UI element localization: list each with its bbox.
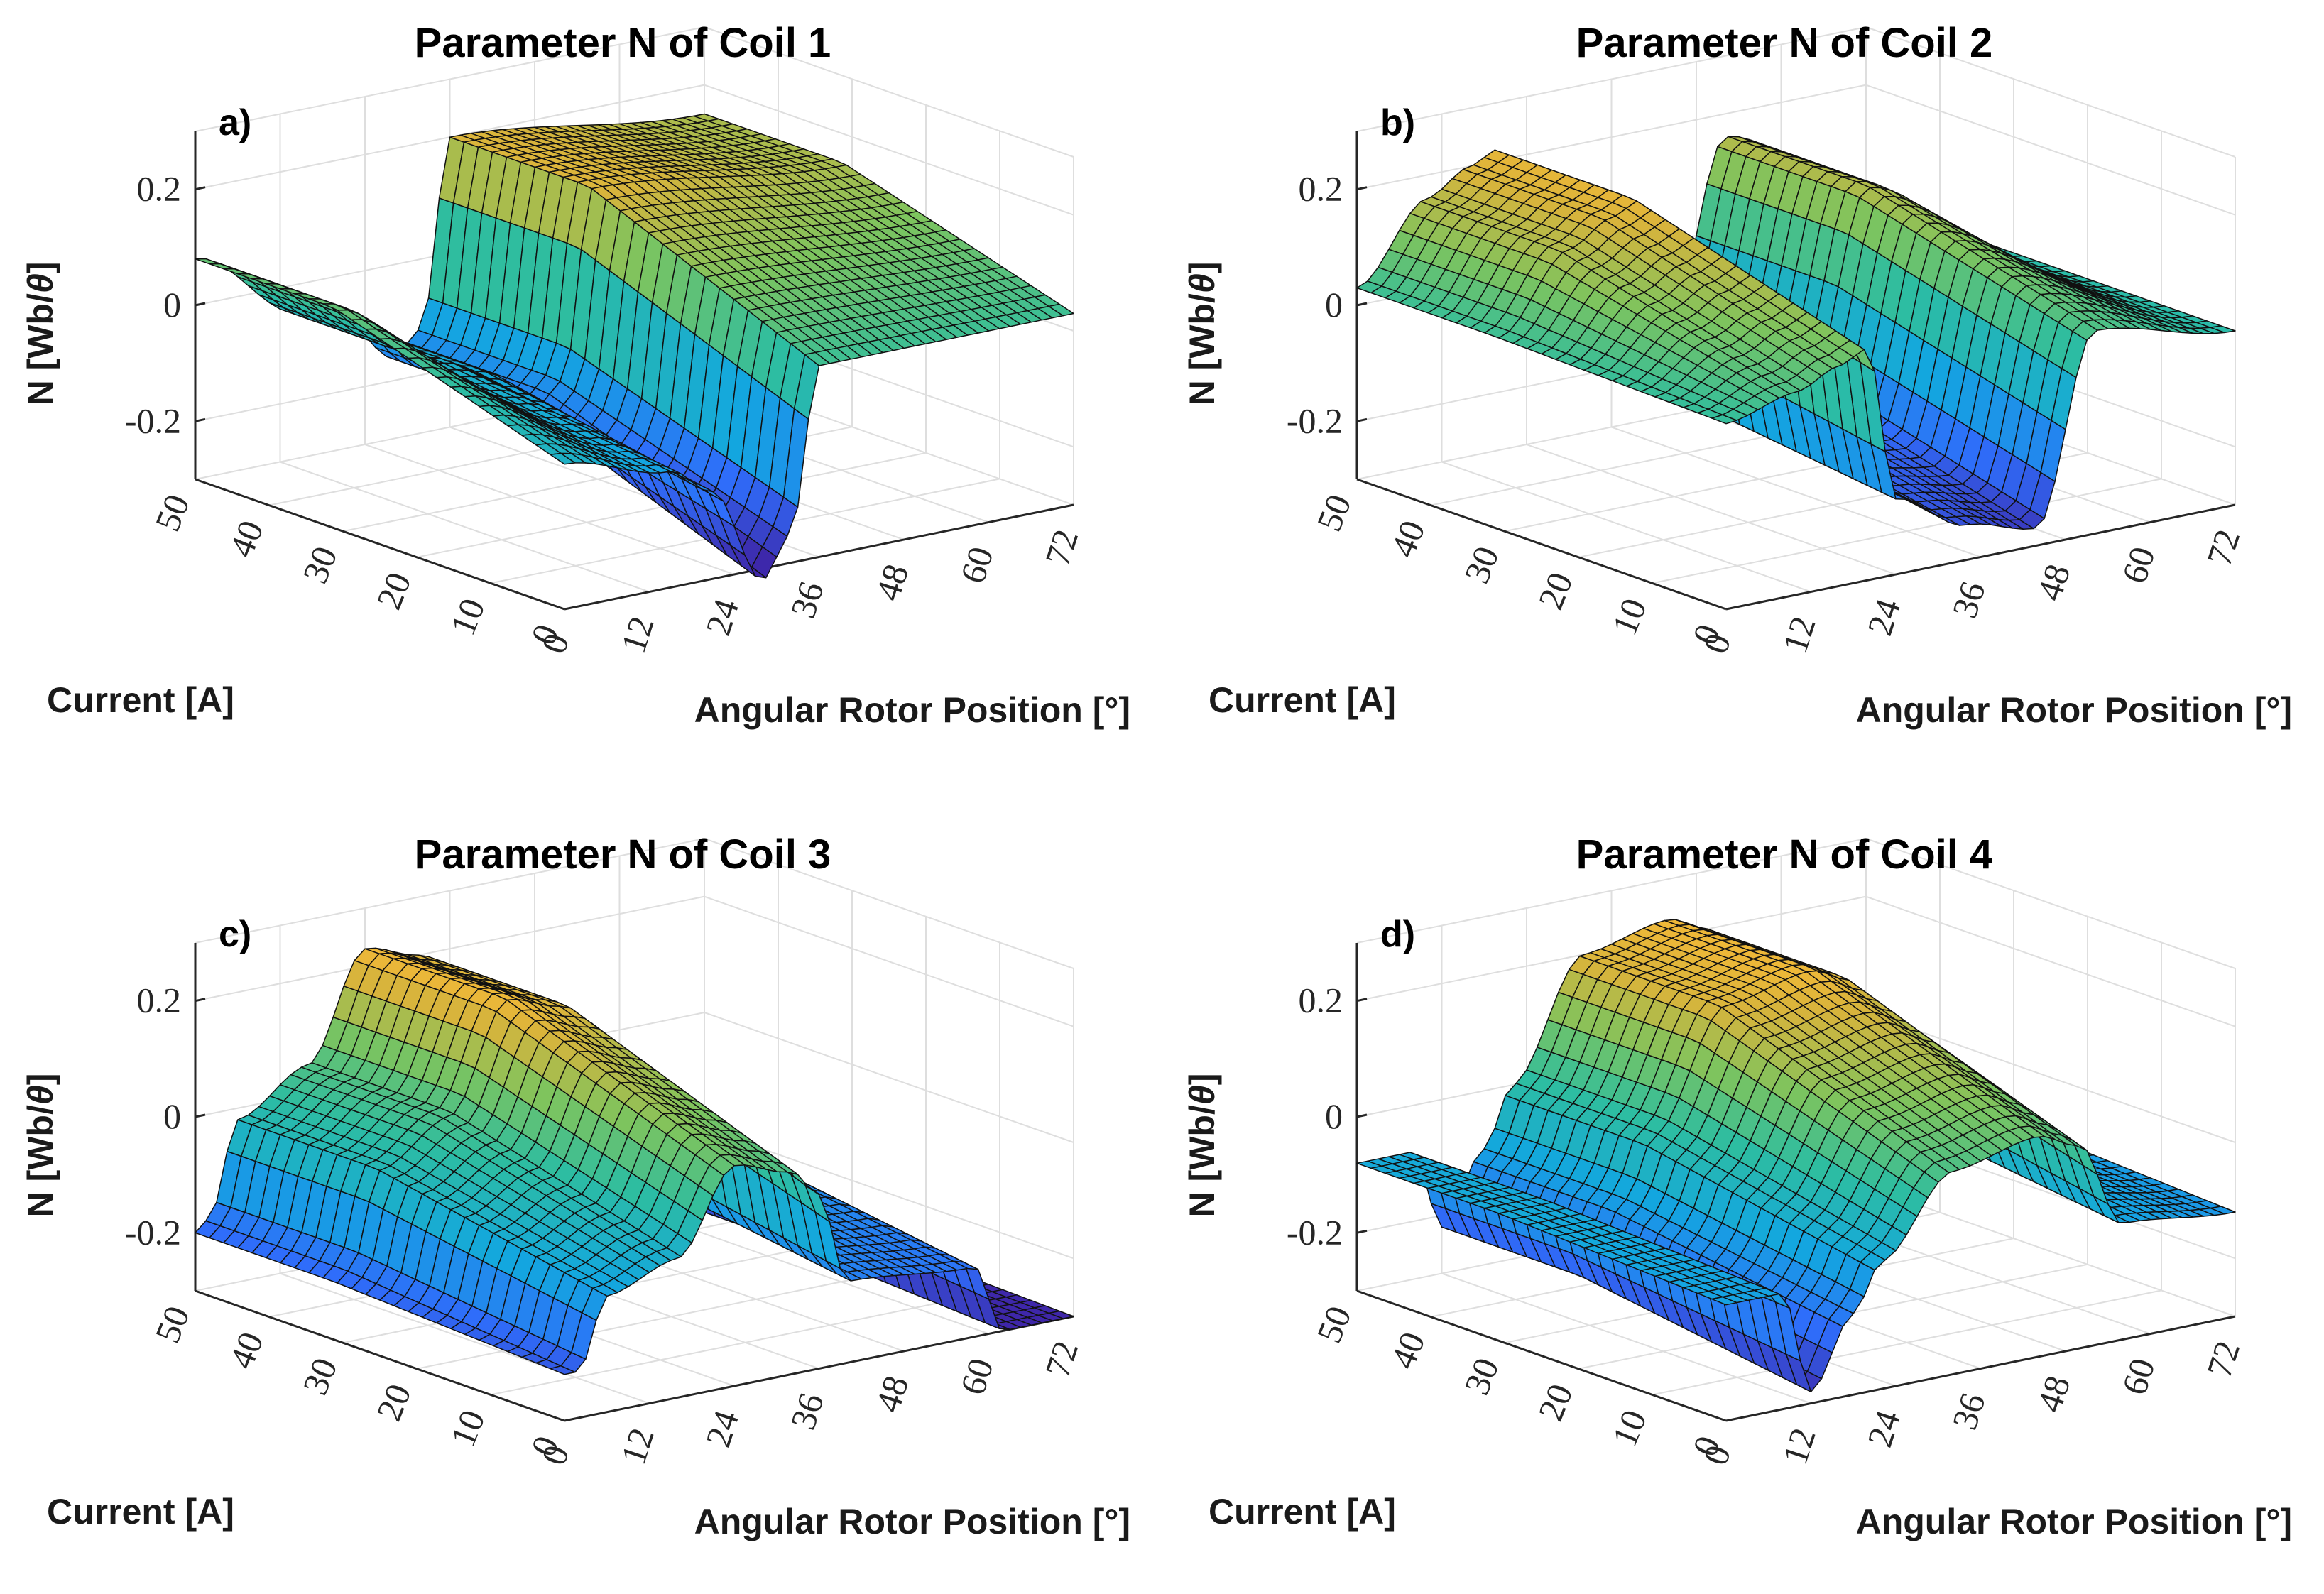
x-axis-label: Angular Rotor Position [°] — [694, 690, 1130, 730]
x-axis-label: Angular Rotor Position [°] — [694, 1502, 1130, 1541]
z-tick-mark — [195, 187, 205, 190]
surface-patch — [224, 269, 249, 274]
surface-patch — [195, 259, 220, 264]
z-axis-label: N [Wb/θ] — [21, 262, 60, 406]
x-tick-label: 48 — [868, 559, 917, 606]
z-tick-label: -0.2 — [125, 1212, 181, 1252]
surface-mesh — [1357, 919, 2235, 1392]
z-axis-label-end: ] — [1182, 262, 1222, 274]
chart-title: Parameter N of Coil 3 — [415, 831, 831, 878]
z-tick-label: 0 — [163, 285, 181, 324]
y-tick-label: 30 — [295, 1353, 345, 1400]
z-axis-label-end: ] — [21, 262, 60, 274]
grid-line — [704, 897, 1074, 1027]
z-axis-label-symbol: θ — [1182, 273, 1222, 293]
x-tick-label: 72 — [1037, 525, 1086, 571]
y-tick-label: 40 — [1382, 515, 1433, 562]
y-tick-label: 50 — [147, 488, 197, 536]
y-tick-label: 40 — [221, 515, 271, 562]
z-tick-label: -0.2 — [1287, 400, 1343, 440]
panel-label: c) — [219, 914, 251, 955]
z-axis-label-end: ] — [21, 1074, 60, 1086]
panel-label: b) — [1380, 102, 1415, 143]
grid-line — [704, 1012, 1074, 1142]
z-tick-mark — [195, 303, 205, 305]
z-axis-label-symbol: θ — [21, 1085, 60, 1105]
z-axis-label-main: N [Wb/ — [1182, 293, 1222, 405]
y-tick-label: 50 — [147, 1300, 197, 1348]
chart-title: Parameter N of Coil 1 — [415, 20, 831, 66]
chart-title: Parameter N of Coil 2 — [1576, 20, 1993, 66]
z-tick-mark — [1357, 419, 1367, 421]
z-tick-mark — [1357, 1115, 1367, 1117]
z-tick-mark — [1357, 999, 1367, 1001]
z-tick-mark — [1357, 303, 1367, 305]
y-tick-label: 30 — [295, 541, 345, 589]
z-axis-label: N [Wb/θ] — [21, 1074, 60, 1218]
surface-patch — [209, 264, 234, 269]
x-tick-label: 72 — [2199, 525, 2248, 571]
x-tick-label: 60 — [952, 542, 1001, 588]
x-tick-label: 36 — [1944, 577, 1993, 623]
y-tick-label: 50 — [1309, 488, 1359, 536]
x-tick-label: 24 — [1860, 594, 1909, 640]
z-tick-label: 0.2 — [137, 169, 182, 209]
x-tick-label: 48 — [2029, 559, 2078, 606]
y-axis-label: Current [A] — [47, 680, 234, 720]
x-tick-label: 12 — [1774, 611, 1823, 657]
z-axis-label-symbol: θ — [21, 273, 60, 293]
x-tick-label: 36 — [782, 577, 831, 623]
z-axis-label-main: N [Wb/ — [21, 1105, 60, 1217]
z-tick-mark — [195, 999, 205, 1001]
z-tick-label: 0 — [163, 1096, 181, 1136]
y-tick-label: 10 — [1604, 593, 1654, 640]
surface-mesh — [195, 948, 1074, 1374]
z-tick-mark — [195, 419, 205, 421]
z-tick-label: -0.2 — [125, 400, 181, 440]
z-tick-label: 0.2 — [1299, 169, 1343, 209]
y-tick-label: 20 — [369, 1378, 419, 1426]
x-tick-label: 48 — [868, 1371, 917, 1417]
y-tick-label: 10 — [442, 1404, 493, 1452]
z-tick-label: 0 — [1325, 285, 1343, 324]
y-axis-label: Current [A] — [47, 1492, 234, 1532]
z-tick-mark — [1357, 1230, 1367, 1233]
y-axis-label: Current [A] — [1209, 680, 1396, 720]
x-tick-label: 24 — [698, 1406, 747, 1452]
z-tick-mark — [195, 1115, 205, 1117]
surface-mesh — [1357, 136, 2235, 529]
surface-mesh — [195, 114, 1074, 578]
grid-line — [1866, 897, 2235, 1027]
x-tick-label: 12 — [613, 611, 662, 657]
x-tick-label: 60 — [952, 1353, 1001, 1399]
z-tick-label: 0.2 — [137, 981, 182, 1020]
x-tick-label: 60 — [2114, 542, 2163, 588]
grid-line — [1866, 85, 2235, 215]
y-tick-label: 10 — [442, 593, 493, 640]
x-tick-label: 36 — [782, 1388, 831, 1434]
z-tick-mark — [1357, 187, 1367, 190]
x-tick-label: 72 — [1037, 1336, 1086, 1382]
z-axis-label: N [Wb/θ] — [1182, 262, 1222, 406]
x-tick-label: 24 — [698, 594, 747, 640]
y-tick-label: 40 — [221, 1326, 271, 1374]
y-tick-label: 30 — [1456, 541, 1507, 589]
panel-label: a) — [219, 102, 251, 143]
x-tick-label: 12 — [613, 1423, 662, 1469]
x-axis-label: Angular Rotor Position [°] — [1856, 690, 2292, 730]
z-axis-label-main: N [Wb/ — [21, 293, 60, 405]
y-tick-label: 20 — [1530, 567, 1581, 614]
y-tick-label: 20 — [369, 567, 419, 614]
